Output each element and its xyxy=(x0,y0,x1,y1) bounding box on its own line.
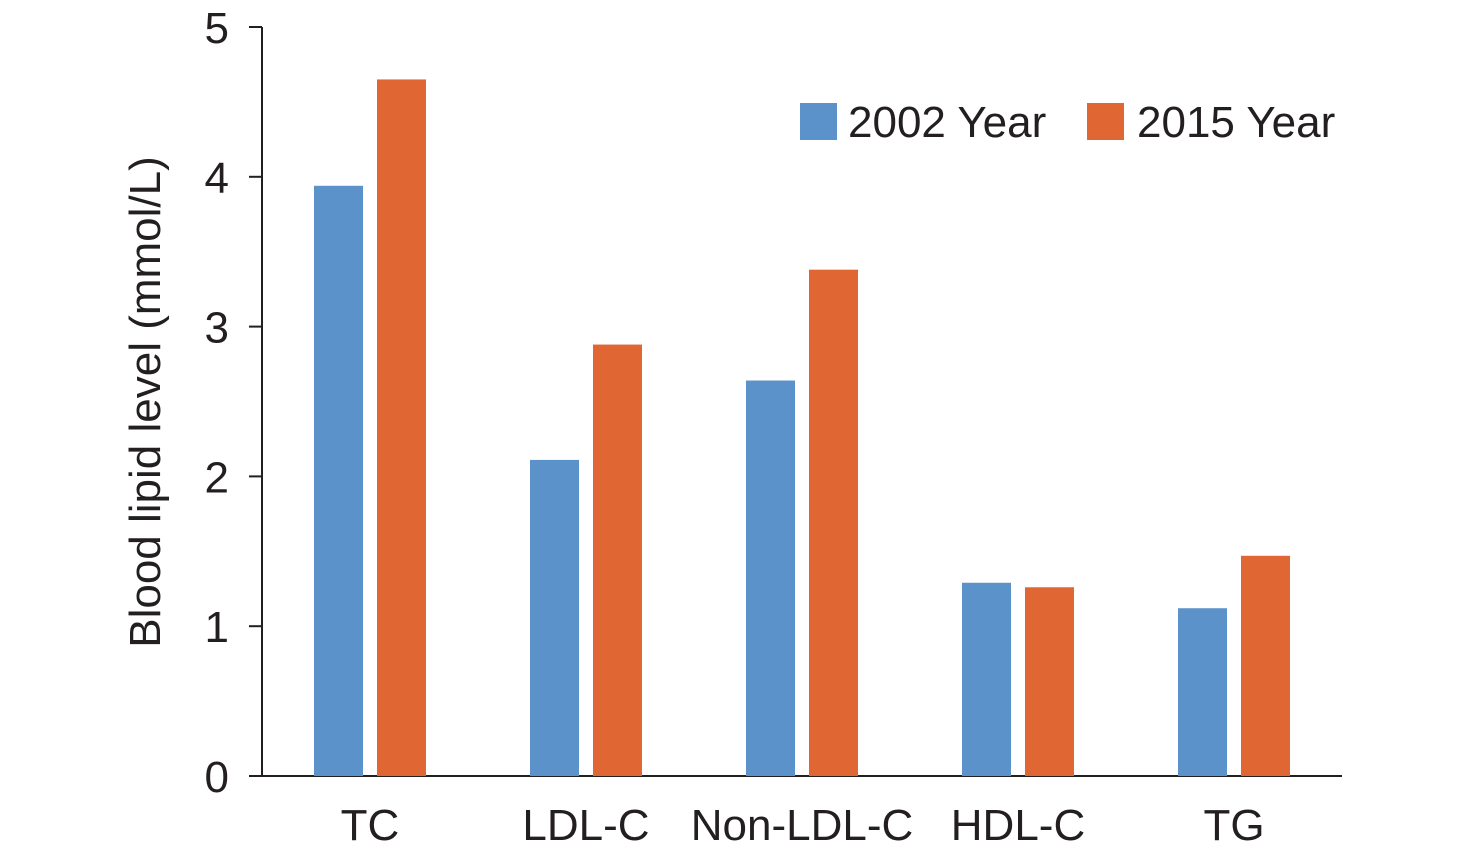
x-category-label: HDL-C xyxy=(951,801,1085,850)
bar xyxy=(314,185,363,777)
x-category-label: TC xyxy=(341,801,400,850)
bar xyxy=(1178,608,1227,776)
y-axis-title: Blood lipid level (mmol/L) xyxy=(121,156,170,648)
y-tick-label: 3 xyxy=(205,304,229,353)
legend-swatch xyxy=(1087,103,1124,140)
y-tick-label: 5 xyxy=(205,4,229,53)
y-tick-label: 2 xyxy=(205,453,229,502)
bar xyxy=(809,269,858,776)
y-tick-label: 4 xyxy=(205,154,229,203)
legend-swatch xyxy=(800,103,837,140)
x-category-label: TG xyxy=(1203,801,1264,850)
bar xyxy=(377,79,426,777)
x-category-label: LDL-C xyxy=(522,801,649,850)
bars xyxy=(314,79,1290,777)
y-tick-label: 1 xyxy=(205,603,229,652)
x-category-label: Non-LDL-C xyxy=(691,801,914,850)
y-tick-label: 0 xyxy=(205,753,229,802)
bar xyxy=(746,380,795,776)
legend-label: 2015 Year xyxy=(1137,98,1335,147)
x-axis: TC LDL-C Non-LDL-C HDL-C TG xyxy=(262,775,1342,850)
bar xyxy=(1241,555,1290,776)
legend: 2002 Year 2015 Year xyxy=(800,98,1335,147)
bar xyxy=(530,459,579,776)
bar xyxy=(962,582,1011,776)
bar xyxy=(1025,587,1074,776)
y-axis: 0 1 2 3 4 5 xyxy=(205,4,263,802)
legend-label: 2002 Year xyxy=(848,98,1046,147)
bar xyxy=(593,344,642,776)
